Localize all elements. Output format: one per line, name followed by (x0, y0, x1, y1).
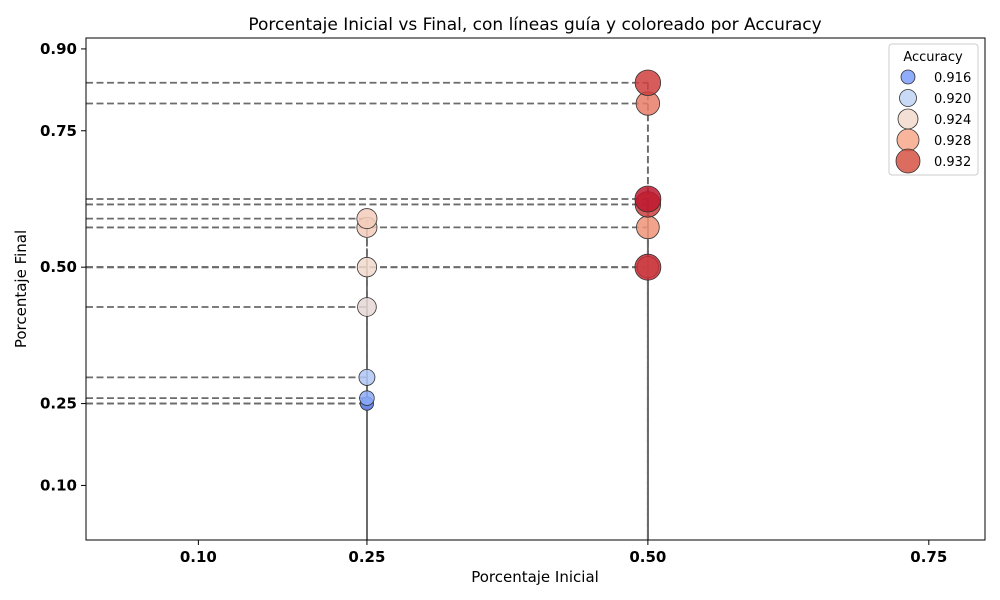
data-point (634, 185, 662, 213)
x-axis-label: Porcentaje Inicial (471, 568, 599, 586)
x-axis-ticks: 0.10 0.25 0.50 0.75 (180, 540, 947, 566)
legend-label: 0.924 (934, 113, 971, 128)
data-point (356, 257, 378, 278)
y-tick-label: 0.25 (40, 395, 77, 413)
legend-label: 0.916 (934, 71, 971, 86)
x-tick-label: 0.10 (180, 548, 217, 566)
y-tick-label: 0.90 (40, 40, 77, 58)
data-point (358, 368, 376, 386)
y-tick-label: 0.75 (40, 122, 77, 140)
x-tick-label: 0.25 (348, 548, 385, 566)
data-point (634, 253, 662, 281)
guide-lines (86, 81, 649, 540)
legend-marker (895, 148, 921, 174)
x-tick-label: 0.50 (629, 548, 666, 566)
legend-marker (899, 89, 917, 107)
chart-title: Porcentaje Inicial vs Final, con líneas … (248, 15, 821, 35)
legend-marker (900, 69, 916, 85)
y-tick-label: 0.50 (40, 258, 77, 276)
legend-title: Accuracy (903, 50, 963, 65)
data-point (636, 215, 660, 240)
y-axis-label: Porcentaje Final (12, 230, 30, 348)
plot-frame (85, 37, 986, 541)
legend-label: 0.920 (934, 92, 971, 107)
legend-marker (897, 108, 919, 130)
legend-label: 0.928 (934, 134, 971, 149)
data-point (357, 297, 377, 317)
legend-label: 0.932 (934, 155, 971, 170)
y-tick-label: 0.10 (40, 476, 77, 494)
x-tick-label: 0.75 (910, 548, 947, 566)
legend-marker (896, 128, 920, 152)
y-axis-ticks: 0.10 0.25 0.50 0.75 0.90 (40, 40, 86, 494)
data-point (634, 69, 662, 96)
data-point (356, 208, 378, 230)
data-point (359, 390, 375, 406)
legend: Accuracy 0.916 0.920 0.924 0.928 0.932 (888, 43, 979, 176)
data-points (356, 69, 662, 411)
